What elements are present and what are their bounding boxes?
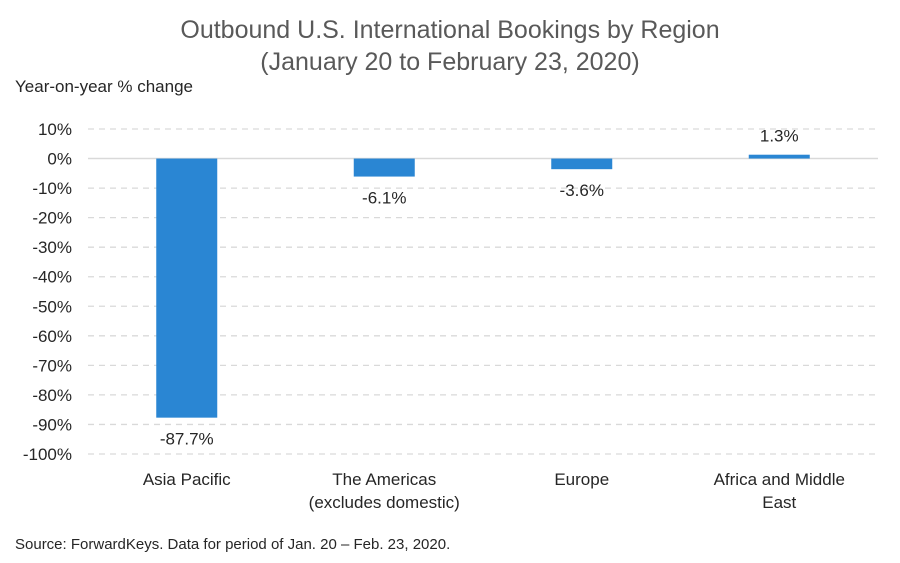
chart-subtitle: (January 20 to February 23, 2020) (260, 48, 640, 76)
bar (551, 158, 613, 170)
y-tick-label: -10% (32, 179, 72, 198)
y-tick-label: -40% (32, 268, 72, 287)
bar (156, 158, 218, 418)
data-label: -6.1% (362, 189, 406, 208)
y-tick-label: 0% (47, 150, 72, 169)
x-tick-label: Europe (554, 470, 609, 489)
y-tick-label: 10% (38, 120, 72, 139)
gridlines (88, 128, 878, 455)
y-tick-label: -100% (23, 445, 72, 464)
data-label: -87.7% (160, 430, 214, 449)
y-axis-label: Year-on-year % change (15, 77, 193, 96)
data-label: -3.6% (560, 181, 604, 200)
data-labels: -87.7% -6.1% -3.6% 1.3% (160, 127, 799, 449)
y-tick-label: -90% (32, 415, 72, 434)
y-tick-label: -80% (32, 386, 72, 405)
x-tick-label: Asia Pacific (143, 470, 231, 489)
y-tick-label: -30% (32, 238, 72, 257)
bar (353, 158, 415, 177)
y-tick-label: -60% (32, 327, 72, 346)
bars (156, 154, 810, 418)
y-axis-ticks: 10% 0% -10% -20% -30% -40% -50% -60% -70% -80% -90… (23, 120, 72, 464)
y-tick-label: -20% (32, 209, 72, 228)
source-note: Source: ForwardKeys. Data for period of … (15, 536, 451, 553)
x-tick-label: Africa and Middle (714, 470, 845, 489)
chart-title: Outbound U.S. International Bookings by … (180, 16, 720, 44)
y-tick-label: -50% (32, 297, 72, 316)
x-axis-ticks: Asia Pacific The Americas (excludes domest… (143, 470, 845, 512)
x-tick-label: East (762, 493, 796, 512)
x-tick-label: The Americas (332, 470, 436, 489)
y-tick-label: -70% (32, 356, 72, 375)
bar (748, 154, 810, 159)
data-label: 1.3% (760, 127, 799, 146)
x-tick-label: (excludes domestic) (309, 493, 460, 512)
